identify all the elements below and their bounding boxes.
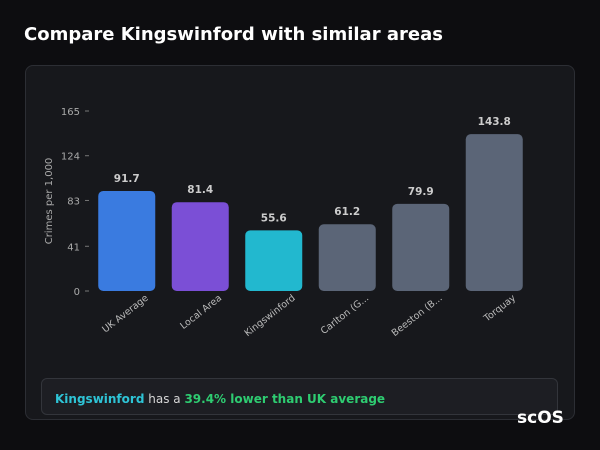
chart-title: Compare Kingswinford with similar areas — [24, 24, 443, 45]
x-tick-label: Kingswinford — [243, 293, 298, 339]
value-label: 143.8 — [478, 116, 511, 128]
value-label: 81.4 — [187, 184, 213, 196]
y-tick-label: 41 — [67, 242, 80, 253]
bar — [392, 203, 450, 291]
y-tick-label: 0 — [74, 287, 80, 298]
x-tick-label: UK Average — [100, 293, 150, 336]
bar — [171, 202, 229, 291]
value-label: 79.9 — [408, 186, 434, 198]
bar — [245, 230, 303, 291]
x-tick-label: Local Area — [178, 293, 224, 332]
bar — [318, 224, 376, 291]
summary-area: Kingswinford — [55, 392, 145, 406]
bar — [98, 190, 156, 291]
logo: scOS — [517, 408, 564, 428]
y-tick-label: 165 — [61, 107, 80, 118]
summary: Kingswinford has a 39.4% lower than UK a… — [41, 378, 558, 415]
y-tick-label: 83 — [67, 196, 80, 207]
x-tick-label: Torquay — [481, 292, 518, 324]
summary-text: has a — [148, 392, 181, 406]
value-label: 55.6 — [261, 212, 287, 224]
summary-highlight: 39.4% lower than UK average — [184, 392, 386, 406]
x-tick-label: Beeston (B... — [390, 293, 445, 339]
y-tick-label: 124 — [61, 152, 80, 163]
y-axis-label: Crimes per 1,000 — [44, 158, 55, 245]
bar — [465, 134, 523, 291]
x-tick-label: Carlton (G... — [319, 293, 371, 337]
value-label: 91.7 — [114, 173, 140, 185]
value-label: 61.2 — [334, 206, 360, 218]
